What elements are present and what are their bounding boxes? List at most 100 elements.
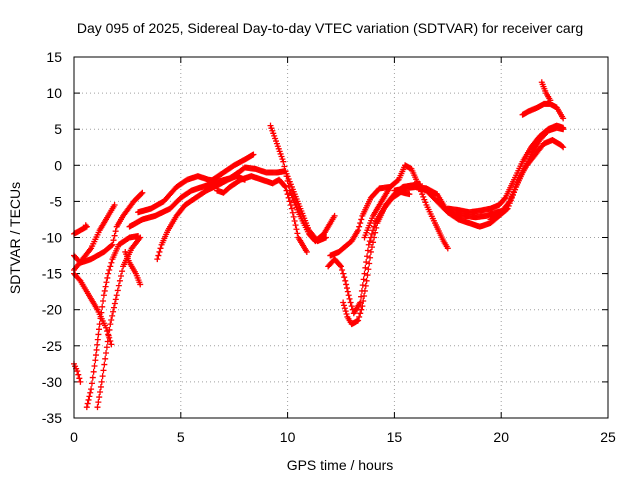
x-tick-label: 25	[600, 429, 616, 445]
data-point-marker	[138, 190, 145, 197]
data-point-marker	[105, 332, 112, 339]
data-point-marker	[114, 287, 121, 294]
data-point-marker	[560, 144, 567, 151]
data-point-marker	[82, 222, 89, 229]
data-point-marker	[285, 182, 292, 189]
data-point-marker	[346, 295, 353, 302]
data-point-marker	[357, 220, 364, 227]
data-point-marker	[97, 315, 104, 322]
data-point-marker	[83, 404, 90, 411]
data-point-marker	[358, 216, 365, 223]
data-point-marker	[88, 386, 95, 393]
data-point-marker	[282, 168, 289, 175]
data-point-marker	[290, 213, 297, 220]
data-point-marker	[292, 222, 299, 229]
data-point-marker	[102, 283, 109, 290]
data-point-marker	[356, 313, 363, 320]
data-point-marker	[108, 259, 115, 266]
y-tick-label: 5	[54, 121, 62, 137]
data-point-marker	[367, 254, 374, 261]
data-point-marker	[283, 173, 290, 180]
data-series-arc-12	[209, 151, 257, 183]
data-point-marker	[560, 124, 567, 131]
data-point-marker	[111, 232, 118, 239]
data-point-marker	[99, 303, 106, 310]
data-point-marker	[110, 237, 117, 244]
data-point-marker	[109, 312, 116, 319]
data-point-marker	[107, 263, 114, 270]
x-tick-label: 0	[70, 429, 78, 445]
data-point-marker	[355, 227, 362, 234]
data-series-group	[71, 79, 567, 411]
y-tick-label: -20	[42, 302, 62, 318]
data-point-marker	[95, 331, 102, 338]
data-point-marker	[342, 277, 349, 284]
data-point-marker	[105, 270, 112, 277]
y-tick-label: -25	[42, 338, 62, 354]
data-point-marker	[101, 287, 108, 294]
data-point-marker	[103, 344, 110, 351]
y-tick-label: -5	[50, 193, 63, 209]
data-series-arc-15	[267, 122, 338, 245]
data-point-marker	[362, 264, 369, 271]
data-point-marker	[137, 281, 144, 288]
data-point-marker	[363, 259, 370, 266]
data-point-marker	[341, 305, 348, 312]
data-point-marker	[94, 404, 101, 411]
data-point-marker	[361, 287, 368, 294]
data-point-marker	[560, 115, 567, 122]
data-point-marker	[85, 396, 92, 403]
data-point-marker	[100, 298, 107, 305]
data-series-arc-13	[214, 173, 310, 255]
y-tick-label: -15	[42, 266, 62, 282]
data-point-marker	[419, 191, 426, 198]
data-series-arc-11	[154, 173, 248, 263]
data-point-marker	[111, 300, 118, 307]
data-point-marker	[96, 321, 103, 328]
data-point-marker	[90, 368, 97, 375]
data-point-marker	[97, 389, 104, 396]
data-point-marker	[340, 270, 347, 277]
data-point-marker	[108, 317, 115, 324]
data-point-marker	[76, 375, 83, 382]
data-point-marker	[347, 299, 354, 306]
data-point-marker	[364, 247, 371, 254]
data-point-marker	[293, 226, 300, 233]
data-point-marker	[250, 151, 257, 158]
data-series-arc-22	[444, 122, 567, 216]
data-point-marker	[280, 158, 287, 165]
x-tick-label: 20	[493, 429, 509, 445]
data-point-marker	[338, 263, 344, 270]
data-point-marker	[103, 324, 110, 331]
data-point-marker	[365, 241, 372, 248]
data-point-marker	[93, 346, 100, 353]
data-point-marker	[100, 367, 107, 374]
data-point-marker	[360, 276, 367, 283]
data-point-marker	[559, 143, 566, 150]
data-series-arc-24	[519, 100, 567, 122]
y-axis-title: SDTVAR / TECUs	[7, 182, 23, 294]
data-point-marker	[92, 357, 99, 364]
data-point-marker	[331, 212, 338, 219]
data-point-marker	[103, 279, 110, 286]
data-point-marker	[100, 292, 107, 299]
data-point-marker	[294, 230, 301, 237]
data-point-marker	[157, 245, 164, 252]
data-point-marker	[323, 234, 330, 241]
plot-frame	[73, 56, 609, 419]
data-point-marker	[111, 202, 118, 209]
data-point-marker	[96, 394, 103, 401]
data-series-arc-7	[94, 234, 144, 411]
data-series-arc-3	[71, 202, 118, 273]
data-series-arc-25	[538, 79, 554, 104]
data-point-marker	[74, 368, 81, 375]
data-point-marker	[110, 308, 117, 315]
y-tick-label: 10	[46, 85, 62, 101]
data-point-marker	[337, 262, 344, 269]
data-point-marker	[108, 242, 115, 249]
data-point-marker	[343, 285, 350, 292]
data-point-marker	[340, 302, 347, 309]
data-point-marker	[345, 292, 352, 299]
data-series-arc-2	[71, 189, 146, 266]
